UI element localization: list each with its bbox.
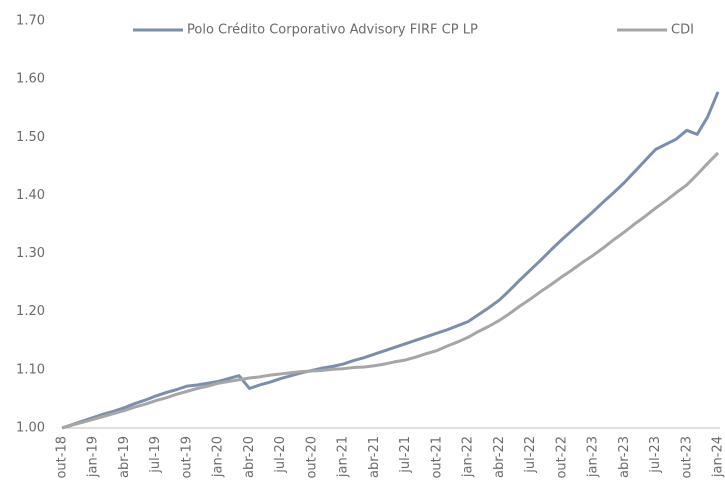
x-tick-label: abr-21 xyxy=(367,436,382,478)
x-tick-label: jul-23 xyxy=(648,436,663,474)
x-tick-label: abr-19 xyxy=(117,436,132,478)
x-tick-label: out-19 xyxy=(179,436,194,479)
y-tick-label: 1.20 xyxy=(16,304,45,319)
y-tick-label: 1.70 xyxy=(16,14,45,29)
y-tick-label: 1.10 xyxy=(16,362,45,377)
x-tick-label: jan-21 xyxy=(336,436,351,478)
x-tick-label: jul-21 xyxy=(398,436,413,474)
x-tick-label: out-23 xyxy=(679,436,694,479)
x-tick-label: abr-23 xyxy=(617,436,632,478)
x-tick-label: jan-23 xyxy=(586,436,601,478)
x-tick-label: jul-20 xyxy=(273,436,288,474)
x-tick-label: out-22 xyxy=(554,436,569,479)
series-line xyxy=(62,153,718,428)
x-tick-label: jul-22 xyxy=(523,436,538,474)
legend-label: CDI xyxy=(671,23,694,38)
x-tick-label: jan-24 xyxy=(711,436,725,478)
y-tick-label: 1.50 xyxy=(16,130,45,145)
x-tick-label: jan-20 xyxy=(211,436,226,478)
x-tick-label: jul-19 xyxy=(148,436,163,474)
series-line xyxy=(62,92,718,428)
legend-label: Polo Crédito Corporativo Advisory FIRF C… xyxy=(187,23,478,38)
y-tick-label: 1.00 xyxy=(16,421,45,436)
x-tick-label: abr-20 xyxy=(242,436,257,478)
y-tick-label: 1.30 xyxy=(16,246,45,261)
x-tick-label: out-18 xyxy=(55,436,70,479)
x-tick-label: out-21 xyxy=(429,436,444,479)
x-tick-label: out-20 xyxy=(304,436,319,479)
y-tick-label: 1.40 xyxy=(16,188,45,203)
y-tick-label: 1.60 xyxy=(16,72,45,87)
x-tick-label: abr-22 xyxy=(492,436,507,478)
x-tick-label: jan-22 xyxy=(461,436,476,478)
x-tick-label: jan-19 xyxy=(86,436,101,478)
